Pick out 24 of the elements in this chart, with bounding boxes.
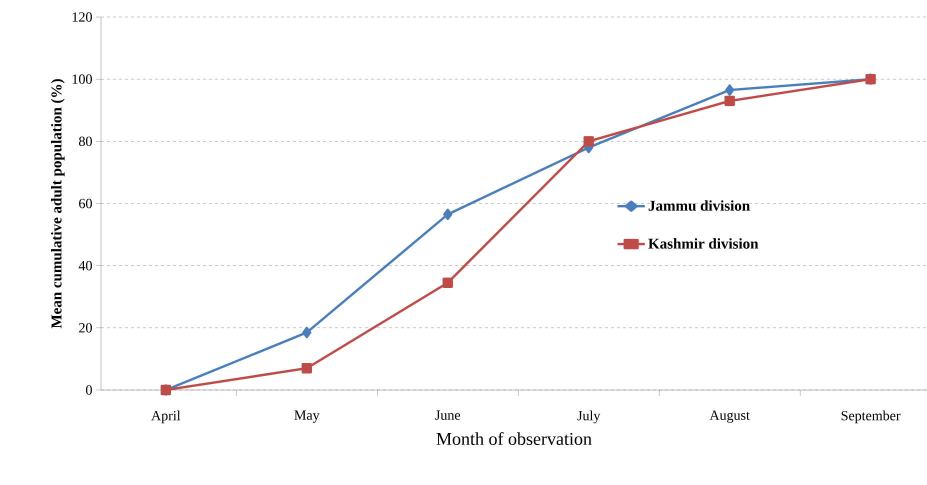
y-axis-title: Mean cumulative adult population (%) xyxy=(51,79,65,328)
point xyxy=(302,326,312,338)
y-tick-label: 120 xyxy=(72,12,92,22)
x-tick-label: May xyxy=(294,410,320,423)
y-tick-label: 20 xyxy=(79,323,92,333)
legend-label: Kashmir division xyxy=(648,238,758,249)
x-tick-label: July xyxy=(577,410,600,424)
legend-label: Jammu division xyxy=(648,200,750,211)
x-tick-label: June xyxy=(435,410,460,420)
y-tick-label: 0 xyxy=(86,385,92,395)
x-axis-title: Month of observation xyxy=(436,432,592,445)
x-tick-label: April xyxy=(151,410,180,424)
x-tick-label: August xyxy=(710,410,750,423)
point xyxy=(724,96,735,106)
y-tick-label: 80 xyxy=(79,136,92,146)
point xyxy=(302,363,312,374)
point xyxy=(584,136,594,147)
x-tick-label: September xyxy=(842,410,900,424)
point xyxy=(442,278,453,288)
y-tick-label: 40 xyxy=(78,260,92,270)
point xyxy=(443,208,452,220)
point xyxy=(725,84,734,96)
y-tick-label: 60 xyxy=(79,198,92,208)
y-tick-label: 100 xyxy=(72,74,92,84)
